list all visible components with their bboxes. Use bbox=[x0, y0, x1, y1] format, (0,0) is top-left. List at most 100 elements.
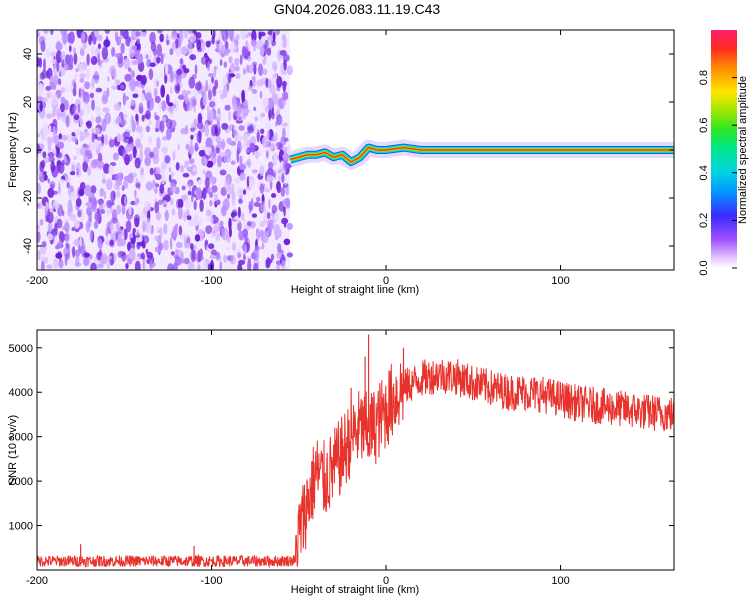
noise-speck bbox=[121, 204, 126, 215]
noise-speck bbox=[274, 213, 280, 222]
noise-speck bbox=[224, 179, 231, 192]
noise-speck bbox=[98, 142, 104, 147]
noise-speck bbox=[102, 90, 108, 103]
noise-speck bbox=[79, 73, 86, 79]
noise-speck bbox=[84, 252, 90, 258]
noise-speck bbox=[180, 164, 184, 173]
noise-speck bbox=[168, 105, 174, 114]
noise-speck bbox=[137, 60, 145, 73]
noise-speck bbox=[248, 180, 255, 187]
noise-speck bbox=[221, 44, 226, 54]
noise-speck bbox=[73, 81, 77, 91]
noise-speck bbox=[275, 260, 283, 265]
noise-speck bbox=[111, 47, 116, 57]
noise-speck bbox=[54, 134, 60, 145]
noise-speck bbox=[66, 219, 69, 230]
noise-speck bbox=[170, 251, 175, 256]
noise-speck bbox=[130, 99, 135, 107]
noise-speck bbox=[86, 53, 90, 66]
noise-speck bbox=[72, 246, 76, 258]
noise-speck bbox=[39, 102, 43, 112]
noise-speck bbox=[246, 148, 250, 154]
noise-speck bbox=[69, 104, 75, 116]
noise-speck bbox=[259, 221, 266, 228]
snr-y-tick-label: 3000 bbox=[9, 432, 33, 444]
noise-speck bbox=[79, 48, 85, 57]
noise-speck bbox=[164, 62, 169, 76]
noise-speck bbox=[252, 75, 256, 88]
snr-x-tick-label: -100 bbox=[201, 575, 223, 587]
noise-speck bbox=[215, 43, 220, 53]
noise-speck bbox=[94, 139, 99, 150]
noise-speck bbox=[147, 221, 152, 234]
noise-speck bbox=[82, 160, 88, 173]
noise-speck bbox=[37, 56, 40, 68]
noise-speck bbox=[87, 166, 92, 176]
noise-speck bbox=[183, 30, 189, 39]
noise-speck bbox=[133, 89, 139, 93]
noise-speck bbox=[172, 150, 176, 161]
noise-speck bbox=[120, 118, 127, 127]
noise-speck bbox=[146, 98, 151, 110]
noise-speck bbox=[154, 115, 160, 121]
noise-speck bbox=[51, 93, 59, 106]
noise-speck bbox=[37, 95, 42, 100]
noise-speck bbox=[247, 259, 251, 270]
noise-speck bbox=[145, 125, 150, 133]
noise-speck bbox=[277, 243, 282, 253]
noise-speck bbox=[220, 30, 226, 37]
noise-speck bbox=[229, 73, 236, 78]
noise-speck bbox=[208, 72, 214, 78]
noise-speck bbox=[53, 199, 60, 210]
noise-speck bbox=[190, 127, 196, 132]
colorbar-gradient bbox=[711, 30, 737, 268]
noise-speck bbox=[194, 142, 199, 152]
noise-speck bbox=[102, 107, 110, 113]
noise-speck bbox=[158, 101, 162, 112]
noise-speck bbox=[259, 165, 265, 177]
noise-speck bbox=[271, 111, 275, 120]
noise-speck bbox=[247, 64, 254, 74]
noise-speck bbox=[246, 221, 252, 227]
noise-speck bbox=[163, 223, 168, 235]
noise-speck bbox=[136, 74, 144, 81]
noise-speck bbox=[130, 172, 133, 178]
noise-speck bbox=[47, 187, 55, 198]
noise-speck bbox=[73, 52, 78, 65]
noise-speck bbox=[170, 171, 175, 177]
noise-speck bbox=[74, 72, 78, 82]
noise-speck bbox=[50, 147, 57, 154]
noise-speck bbox=[46, 113, 52, 119]
noise-speck bbox=[182, 172, 190, 178]
noise-speck bbox=[61, 59, 65, 68]
noise-speck bbox=[209, 254, 217, 260]
noise-speck bbox=[237, 108, 240, 121]
noise-speck bbox=[237, 252, 242, 259]
noise-speck bbox=[45, 47, 50, 59]
noise-speck bbox=[93, 127, 101, 135]
noise-speck bbox=[136, 38, 141, 44]
noise-speck bbox=[170, 198, 174, 206]
noise-speck bbox=[241, 89, 246, 103]
noise-speck bbox=[139, 130, 144, 141]
noise-speck bbox=[47, 208, 50, 217]
noise-speck bbox=[61, 87, 66, 94]
noise-speck bbox=[120, 30, 124, 37]
spectrogram-x-tick-label: 100 bbox=[551, 275, 569, 287]
noise-speck bbox=[168, 167, 172, 173]
noise-speck bbox=[237, 220, 242, 232]
noise-speck bbox=[114, 102, 122, 112]
noise-speck bbox=[286, 222, 293, 230]
noise-speck bbox=[222, 74, 227, 88]
noise-speck bbox=[241, 245, 248, 250]
noise-speck bbox=[71, 227, 75, 232]
noise-speck bbox=[280, 136, 284, 145]
noise-speck bbox=[197, 264, 201, 270]
noise-speck bbox=[259, 91, 263, 99]
noise-speck bbox=[131, 45, 138, 51]
noise-speck bbox=[228, 217, 232, 231]
noise-speck bbox=[252, 124, 256, 129]
figure-title: GN04.2026.083.11.19.C43 bbox=[274, 1, 441, 17]
noise-speck bbox=[209, 101, 216, 108]
noise-speck bbox=[119, 35, 124, 40]
